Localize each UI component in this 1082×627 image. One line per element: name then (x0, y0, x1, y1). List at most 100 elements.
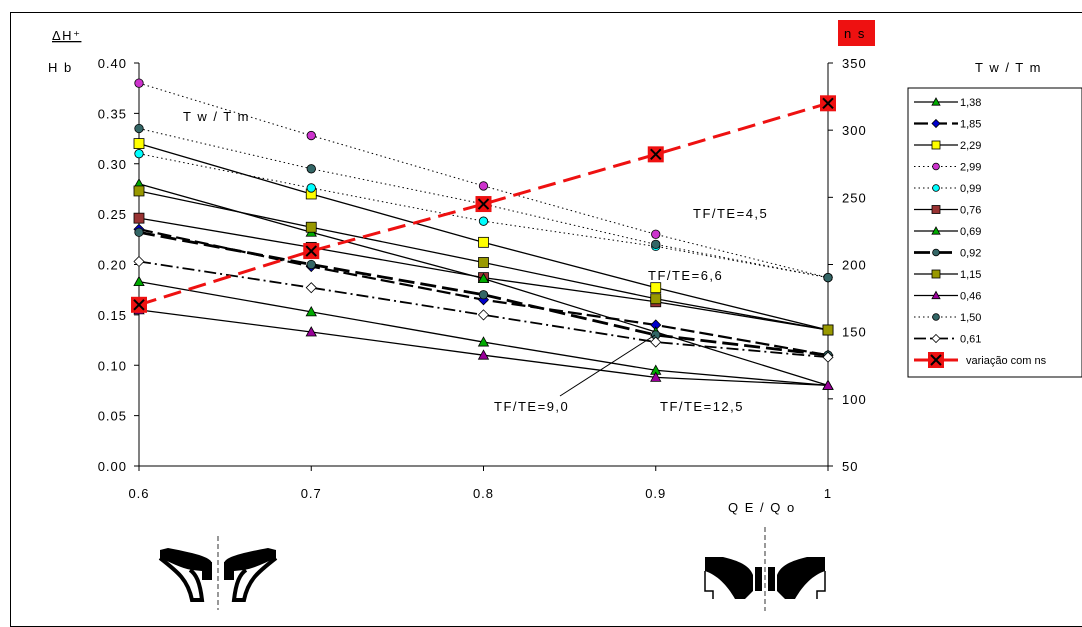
point-marker (477, 272, 490, 284)
legend-item-11: 0,61 (914, 334, 981, 346)
legend-label: 1,50 (960, 312, 981, 324)
y2-ticks: 50 100 150 200 250 300 350 (828, 56, 867, 474)
series-line (138, 260, 829, 359)
point-marker (820, 95, 836, 112)
legend: 1,38 1,85 2,29 2,99 0,99 0,76 0,69 0,92 1,15 0,46… (914, 97, 1047, 368)
point-marker (931, 97, 941, 106)
y2-tick-label: 150 (842, 325, 867, 340)
annotation-tfte-9-0: TF/TE=9,0 (494, 399, 569, 414)
series-4 (134, 149, 833, 283)
legend-label: 1,15 (960, 269, 981, 281)
point-marker (131, 296, 147, 313)
y-tick-label: 0.35 (98, 106, 127, 121)
x-tick-label: 0.7 (301, 486, 322, 501)
series-line (138, 309, 829, 387)
point-marker-cross (822, 97, 834, 110)
x-tick-label: 0.9 (645, 486, 666, 501)
legend-item-10: 1,50 (914, 312, 981, 324)
y-tick-label: 0.15 (98, 308, 127, 323)
point-marker (134, 227, 144, 237)
point-marker (133, 275, 145, 287)
y2-tick-label: 50 (842, 459, 858, 474)
point-marker (647, 146, 664, 163)
point-marker (133, 185, 145, 197)
point-marker (650, 282, 662, 294)
point-marker (931, 226, 941, 235)
legend-label: 0,92 (960, 248, 981, 260)
point-marker (931, 269, 941, 279)
chart-frame (10, 12, 1082, 627)
point-marker (650, 336, 662, 348)
annotation-tfte-4-5: TF/TE=4,5 (693, 206, 768, 221)
point-marker (650, 293, 662, 305)
point-marker (306, 259, 316, 270)
legend-item-8: 1,15 (914, 269, 981, 281)
impeller-right-icon (704, 527, 826, 611)
legend-label: 0,69 (960, 226, 981, 238)
legend-label: 1,85 (960, 119, 981, 131)
y-tick-label: 0.00 (98, 459, 127, 474)
point-marker (931, 290, 941, 300)
point-marker (931, 333, 941, 344)
series-2 (133, 138, 834, 336)
point-marker (477, 309, 490, 321)
point-marker (477, 336, 490, 347)
x-tick-label: 0.8 (473, 486, 494, 501)
y-tick-label: 0.10 (98, 358, 127, 373)
point-marker (931, 140, 941, 150)
legend-title: T w / T m (975, 60, 1042, 75)
y-tick-label: 0.20 (98, 258, 127, 273)
point-marker (928, 352, 944, 368)
legend-item-3: 2,99 (914, 162, 981, 174)
y-tick-label: 0.40 (98, 56, 127, 71)
series-10 (134, 123, 833, 283)
y2-tick-label: 200 (842, 258, 867, 273)
legend-label: 0,61 (960, 334, 981, 346)
y2-title: n s (844, 26, 866, 41)
point-marker (478, 216, 489, 226)
series-line (138, 230, 829, 357)
legend-item-6: 0,69 (914, 226, 981, 238)
impeller-left-icon (158, 536, 278, 610)
legend-item-0: 1,38 (914, 97, 981, 109)
point-marker (822, 351, 834, 363)
x-ticks: 0.6 0.7 0.8 0.9 1 (128, 466, 832, 501)
legend-label: 0,46 (960, 291, 981, 303)
y-ticks: 0.00 0.05 0.10 0.15 0.20 0.25 0.30 0.35 0.40 (98, 56, 139, 474)
point-marker-cross (133, 299, 145, 311)
y-tick-label: 0.25 (98, 207, 127, 222)
point-marker (303, 243, 320, 260)
annotation-tfte-6-6: TF/TE=6,6 (648, 268, 723, 283)
point-marker (478, 290, 489, 300)
point-marker (475, 196, 492, 213)
point-marker-cross (930, 354, 942, 366)
legend-item-4: 0,99 (914, 183, 981, 195)
annotation-tfte-12-5: TF/TE=12,5 (660, 399, 744, 414)
point-marker (823, 272, 833, 283)
point-marker (822, 324, 834, 336)
series-layer (133, 78, 834, 390)
point-marker-cross (477, 198, 490, 210)
y2-tick-label: 250 (842, 190, 867, 205)
y-tick-label: 0.05 (98, 409, 127, 424)
point-marker (133, 138, 145, 150)
legend-label: 0,76 (960, 205, 981, 217)
legend-label: 2,29 (960, 140, 981, 152)
point-marker (134, 123, 144, 134)
legend-label: 0,99 (960, 183, 981, 195)
point-marker (134, 78, 144, 88)
point-marker (931, 118, 941, 129)
legend-item-9: 0,46 (914, 291, 981, 303)
point-marker (478, 236, 489, 248)
x-tick-label: 1 (824, 486, 832, 501)
y2-tick-label: 100 (842, 392, 867, 407)
point-marker (932, 184, 940, 192)
point-marker (651, 229, 661, 239)
point-marker (306, 183, 316, 193)
point-marker (133, 255, 145, 268)
annotation-tw-tm: T w / T m (183, 109, 250, 124)
y-tick-label: 0.30 (98, 157, 127, 172)
point-marker-cross (305, 245, 317, 257)
legend-item-12: variação com ns (914, 352, 1047, 368)
